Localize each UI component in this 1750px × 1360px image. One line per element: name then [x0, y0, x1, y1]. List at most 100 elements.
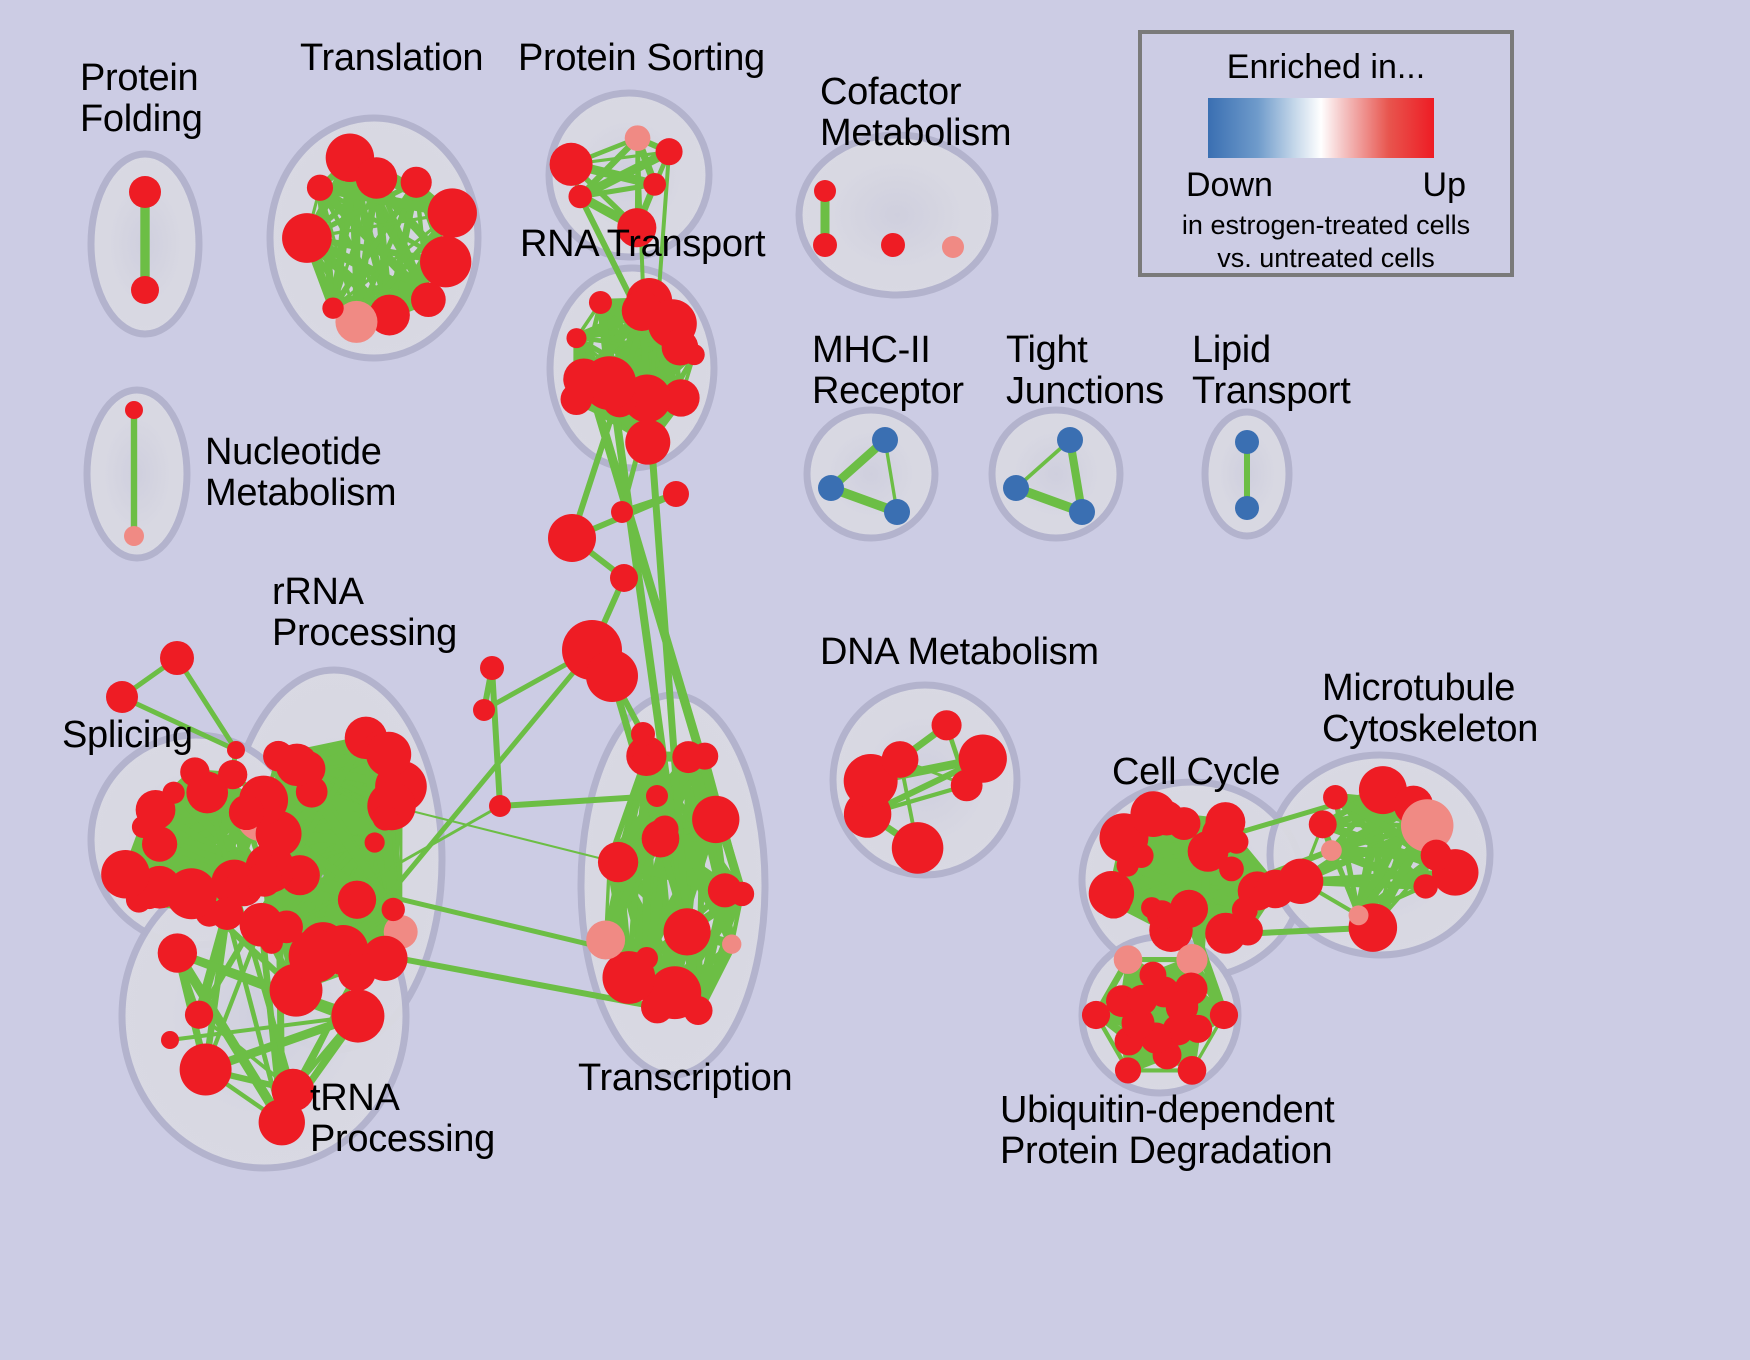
network-edge	[390, 805, 611, 862]
network-node	[1205, 912, 1247, 954]
network-node	[1177, 1056, 1207, 1085]
network-nodes	[101, 125, 1479, 1146]
cluster-label-cofactor-metabolism: Cofactor Metabolism	[820, 71, 1012, 155]
network-edge	[489, 665, 503, 809]
legend-high-label: Up	[1422, 166, 1466, 204]
cluster-label-nucleotide-metabolism: Nucleotide Metabolism	[205, 431, 397, 515]
cluster-label-mhc-ii-receptor: MHC-II Receptor	[812, 329, 964, 413]
network-node	[332, 999, 373, 1040]
network-node	[160, 641, 194, 675]
network-node	[1323, 785, 1348, 810]
cluster-label-tight-junctions: Tight Junctions	[1006, 329, 1164, 413]
network-node	[282, 213, 332, 263]
network-node	[568, 184, 592, 209]
cluster-label-trna-processing: tRNA Processing	[310, 1077, 495, 1161]
cluster-label-cell-cycle: Cell Cycle	[1112, 751, 1281, 793]
network-node	[617, 208, 657, 248]
network-node	[663, 908, 711, 956]
network-node	[247, 861, 282, 897]
network-node	[651, 815, 679, 843]
network-node	[288, 929, 342, 983]
network-node	[337, 953, 376, 992]
cluster-label-transcription: Transcription	[578, 1057, 793, 1099]
network-node	[672, 741, 705, 774]
network-edge	[172, 948, 287, 1128]
legend-title: Enriched in...	[1226, 48, 1426, 86]
network-node	[157, 933, 198, 973]
network-node	[586, 650, 638, 702]
network-node	[1277, 858, 1324, 904]
network-node	[1113, 945, 1143, 974]
network-edge	[498, 794, 659, 808]
network-node	[1165, 990, 1199, 1024]
network-edge	[569, 298, 653, 541]
network-node	[1169, 889, 1209, 928]
network-edge	[575, 147, 674, 202]
network-node	[141, 826, 178, 862]
network-node	[275, 743, 319, 787]
network-node	[1130, 791, 1177, 838]
network-node	[631, 722, 655, 746]
network-node	[1235, 496, 1259, 520]
network-node	[125, 401, 143, 419]
network-node	[184, 1000, 214, 1029]
network-node	[427, 188, 477, 238]
legend-caption-line-2: vs. untreated cells	[1217, 243, 1435, 273]
network-node	[931, 710, 962, 741]
network-node	[1057, 427, 1083, 453]
legend-caption-line-1: in estrogen-treated cells	[1181, 210, 1471, 240]
network-node	[480, 656, 504, 680]
network-node	[372, 804, 399, 831]
network-node	[161, 1031, 179, 1049]
network-node	[355, 157, 398, 199]
network-node	[692, 795, 740, 844]
network-node	[1081, 1000, 1111, 1030]
network-node	[631, 752, 651, 772]
network-node	[641, 990, 674, 1024]
network-node	[337, 880, 377, 919]
network-node	[891, 822, 944, 874]
network-node	[1141, 897, 1163, 919]
network-node	[306, 174, 334, 201]
network-node	[624, 125, 651, 151]
cluster-ellipse-mhc-ii-receptor	[803, 406, 939, 542]
network-node	[381, 897, 405, 922]
network-node	[1095, 882, 1132, 919]
network-edge	[1137, 851, 1249, 915]
network-node	[663, 481, 689, 507]
network-node	[625, 419, 671, 465]
network-node	[1114, 1057, 1142, 1084]
legend-gradient-bar	[1208, 98, 1434, 158]
network-node	[1069, 499, 1095, 525]
cluster-label-dna-metabolism: DNA Metabolism	[820, 631, 1099, 673]
network-node	[106, 681, 138, 713]
network-node	[588, 290, 612, 314]
network-node	[179, 1043, 232, 1096]
network-edge	[285, 804, 502, 929]
network-node	[1320, 840, 1342, 861]
network-node	[227, 741, 245, 759]
network-node	[335, 300, 378, 343]
cluster-label-ubiquitin-protein-degradation: Ubiquitin-dependent Protein Degradation	[1000, 1089, 1335, 1173]
cluster-label-rna-transport: RNA Transport	[520, 223, 766, 265]
network-node	[942, 236, 964, 258]
cluster-label-translation: Translation	[300, 37, 484, 79]
network-node	[1420, 839, 1452, 871]
network-node	[598, 849, 621, 872]
network-node	[101, 849, 150, 899]
network-edge	[1326, 845, 1442, 861]
network-edge	[174, 655, 239, 753]
network-node	[1003, 475, 1029, 501]
legend-panel: Enriched in... Down Up in estrogen-treat…	[1138, 30, 1514, 277]
network-node	[662, 379, 700, 417]
network-node	[872, 427, 898, 453]
network-node	[162, 781, 185, 804]
network-edge	[354, 947, 661, 1011]
network-node	[814, 180, 836, 202]
network-node	[958, 734, 1007, 783]
cluster-label-microtubule-cytoskeleton: Microtubule Cytoskeleton	[1322, 667, 1539, 751]
legend-low-label: Down	[1186, 166, 1273, 204]
cluster-label-rrna-processing: rRNA Processing	[272, 571, 457, 655]
cluster-label-splicing: Splicing	[62, 714, 193, 756]
